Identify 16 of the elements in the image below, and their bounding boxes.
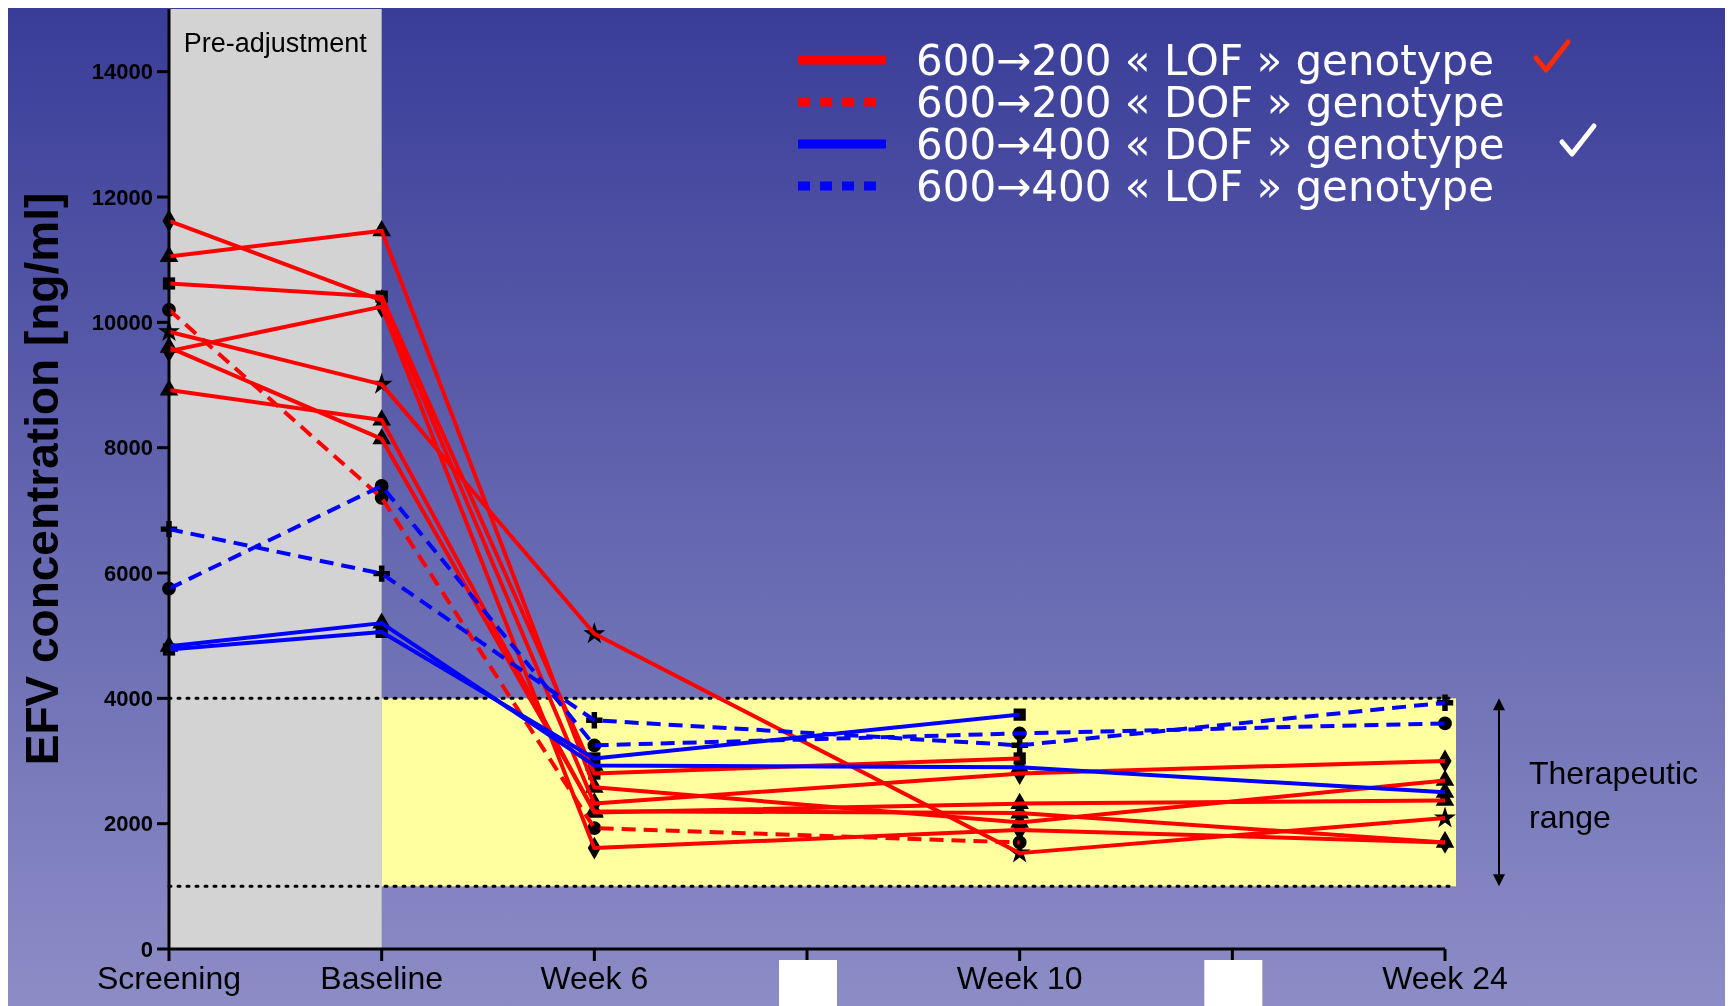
y-tick-label: 0 [140,936,153,962]
x-tick-label: Baseline [320,960,444,996]
x-tick-label: Week 6 [540,960,649,996]
band-label: Pre-adjustment [183,28,368,58]
y-tick-label: 14000 [91,59,153,85]
y-axis-title: EFV concentration [ng/ml] [16,192,68,766]
x-tick-label: Screening [96,960,242,996]
x-tick-label: Week 24 [1382,960,1508,996]
y-tick-label: 8000 [104,435,153,461]
band-label: Therapeutic range [1529,755,1698,836]
y-tick-label: 6000 [104,560,153,586]
y-tick-label: 2000 [104,811,153,837]
y-tick-label: 12000 [91,184,153,210]
x-tick-label: Week 10 [956,960,1083,996]
y-tick-label: 10000 [91,310,153,336]
y-tick-label: 4000 [104,686,153,712]
